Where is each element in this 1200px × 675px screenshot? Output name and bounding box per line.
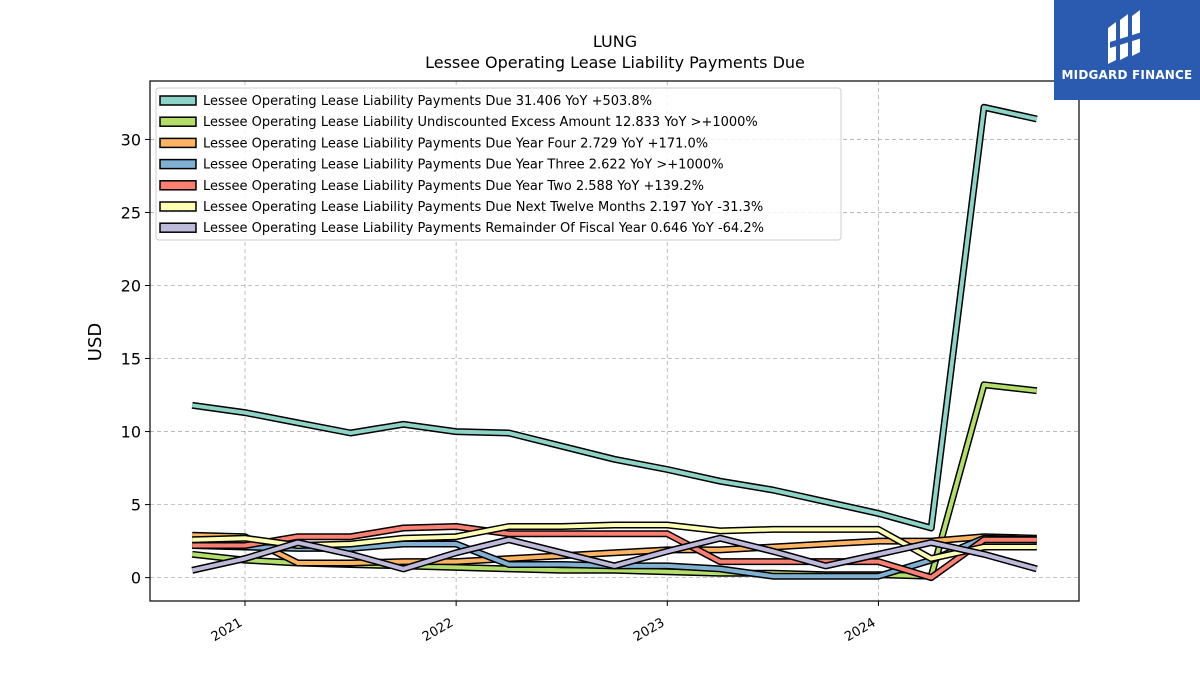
- series-path: [191, 105, 1038, 530]
- series-line: [192, 523, 1037, 582]
- chart-title: LUNG: [593, 32, 637, 51]
- y-tick-label: 10: [121, 423, 141, 442]
- y-tick-label: 5: [131, 496, 141, 515]
- legend-entry: Lessee Operating Lease Liability Payment…: [203, 136, 708, 151]
- series-line: [192, 521, 1037, 563]
- legend-box: [155, 87, 842, 241]
- series-path: [191, 536, 1038, 573]
- x-tick-label: 2024: [842, 615, 878, 645]
- legend-swatch: [159, 180, 197, 191]
- legend-entry: Lessee Operating Lease Liability Payment…: [203, 200, 763, 215]
- legend-entry: Lessee Operating Lease Liability Payment…: [203, 179, 704, 194]
- series-line: [191, 534, 1038, 574]
- logo-text: MIDGARD FINANCE: [1061, 68, 1193, 82]
- legend: Lessee Operating Lease Liability Payment…: [155, 87, 842, 241]
- legend-swatch: [159, 116, 197, 127]
- series-path: [192, 524, 1037, 580]
- series-line: [191, 103, 1038, 532]
- y-tick-label: 15: [121, 350, 141, 369]
- plot-frame: [149, 80, 1080, 602]
- legend-entry: Lessee Operating Lease Liability Payment…: [203, 158, 724, 173]
- x-tick-label: 2021: [209, 615, 245, 645]
- y-tick-label: 30: [121, 130, 141, 149]
- x-tick-label: 2023: [631, 615, 667, 645]
- legend-entry: Lessee Operating Lease Liability Payment…: [203, 94, 652, 109]
- series-layer: [191, 103, 1038, 582]
- series-path: [192, 523, 1037, 561]
- y-axis-label: USD: [85, 323, 106, 361]
- y-tick-label: 20: [121, 276, 141, 295]
- brand-logo: MIDGARD FINANCE: [1054, 0, 1200, 100]
- legend-swatch: [159, 137, 197, 149]
- legend-swatch: [159, 95, 197, 106]
- y-tick-label: 25: [121, 203, 141, 222]
- legend-swatch: [159, 222, 197, 233]
- legend-swatch: [159, 158, 197, 170]
- x-tick-label: 2022: [420, 615, 456, 645]
- logo-mark-icon: [1108, 10, 1142, 64]
- chart-subtitle: Lessee Operating Lease Liability Payment…: [425, 53, 805, 72]
- legend-entry: Lessee Operating Lease Liability Undisco…: [203, 115, 758, 130]
- legend-entry: Lessee Operating Lease Liability Payment…: [203, 221, 764, 236]
- y-tick-label: 0: [131, 569, 141, 588]
- legend-swatch: [159, 201, 197, 212]
